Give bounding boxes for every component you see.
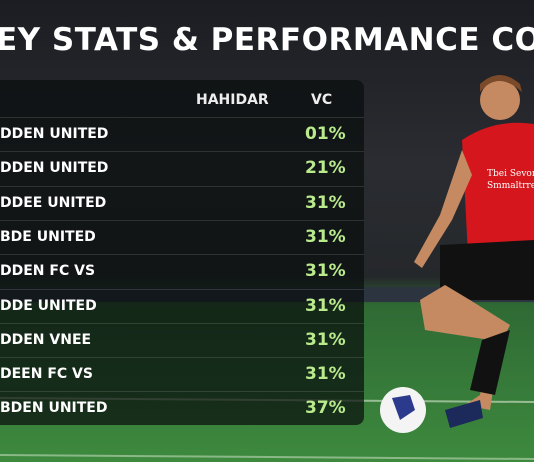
sock xyxy=(470,330,510,395)
row-value: 31% xyxy=(305,226,346,247)
table-row: DDEN FC VS 31% xyxy=(0,254,364,289)
row-label: DDEN FC VS xyxy=(0,263,96,280)
shorts xyxy=(440,240,534,300)
row-label: BDE UNITED xyxy=(0,228,96,245)
pitch-line xyxy=(0,454,534,460)
column-header: HAHIDAR xyxy=(196,92,269,108)
row-value: 01% xyxy=(305,124,346,144)
table-row: DEEN FC VS 31% xyxy=(0,357,364,392)
title: EY STATS & PERFORMANCE COMPARISO xyxy=(0,22,534,58)
shirt-text: Tbei Sevon xyxy=(487,169,534,179)
row-value: 31% xyxy=(305,364,346,385)
table-row: BDE UNITED 31% xyxy=(0,219,364,255)
row-value: 37% xyxy=(305,398,346,419)
table-row: DDEN UNITED 21% xyxy=(0,151,364,186)
ball-pattern xyxy=(392,395,415,420)
row-value: 31% xyxy=(305,295,346,316)
shirt-text: Smmaltrre xyxy=(487,181,534,191)
table-row: DDE UNITED 31% xyxy=(0,288,364,324)
row-label: DDEN VNEE xyxy=(0,331,92,348)
head xyxy=(480,80,520,120)
boot xyxy=(445,400,483,428)
table-row: BDEN UNITED 37% xyxy=(0,391,364,426)
row-value: 21% xyxy=(305,158,346,179)
row-value: 31% xyxy=(305,329,346,350)
arm xyxy=(414,150,472,268)
row-label: DDE UNITED xyxy=(0,297,97,314)
row-value: 31% xyxy=(305,261,346,282)
row-value: 31% xyxy=(305,192,346,213)
row-label: DEEN FC VS xyxy=(0,366,93,383)
column-header: VC xyxy=(311,92,333,108)
row-label: DDEN UNITED xyxy=(0,160,109,177)
row-label: BDEN UNITED xyxy=(0,400,108,417)
table-row: DDEN UNITED 01% xyxy=(0,117,364,152)
hair xyxy=(480,75,522,92)
stats-panel xyxy=(0,80,364,425)
table-row: DDEE UNITED 31% xyxy=(0,185,364,221)
shirt xyxy=(462,122,534,255)
row-label: DDEN UNITED xyxy=(0,126,109,142)
row-label: DDEE UNITED xyxy=(0,194,107,211)
table-row: DDEN VNEE 31% xyxy=(0,322,364,358)
